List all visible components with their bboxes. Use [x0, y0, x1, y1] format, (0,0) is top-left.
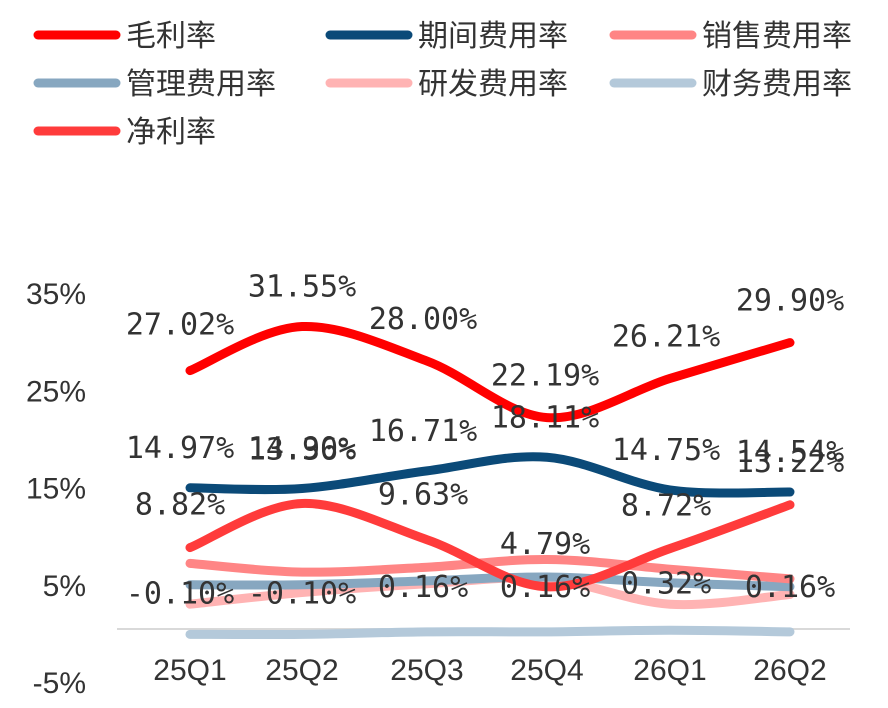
x-tick-label: 25Q2	[265, 654, 338, 687]
legend-label: 研发费用率	[418, 67, 568, 102]
y-tick-label: 15%	[26, 473, 86, 506]
x-tick-label: 26Q1	[633, 654, 706, 687]
data-label: 14.75%	[612, 433, 720, 468]
data-label: 22.19%	[491, 359, 599, 394]
series-line	[185, 452, 795, 498]
y-tick-label: -5%	[33, 667, 86, 700]
data-label: 0.16%	[745, 570, 835, 605]
data-label: 14.54%	[736, 435, 844, 470]
data-label: 29.90%	[736, 284, 844, 319]
data-label: 18.11%	[491, 400, 599, 435]
series-lines	[185, 322, 795, 640]
legend-label: 财务费用率	[702, 67, 852, 102]
data-label: 13.36%	[248, 432, 356, 467]
data-label: 0.32%	[621, 566, 711, 601]
data-label: 26.21%	[612, 319, 720, 354]
data-label: 8.82%	[135, 488, 225, 523]
y-tick-label: 35%	[26, 278, 86, 311]
series-line	[185, 498, 795, 592]
series-line	[185, 572, 795, 592]
x-tick-label: 25Q3	[390, 654, 463, 687]
series-line	[185, 322, 795, 423]
data-label: 4.79%	[500, 527, 590, 562]
y-tick-label: 5%	[43, 570, 86, 603]
data-label: 31.55%	[248, 270, 356, 305]
data-label: 0.16%	[500, 570, 590, 605]
data-label: 0.16%	[378, 570, 468, 605]
x-tick-label: 26Q2	[753, 654, 826, 687]
series-line	[185, 554, 795, 584]
y-axis: 35% 25% 15% 5% -5%	[26, 278, 86, 700]
legend-label: 净利率	[126, 115, 216, 150]
series-line	[185, 625, 795, 640]
data-label: 16.71%	[369, 414, 477, 449]
x-axis: 25Q1 25Q2 25Q3 25Q4 26Q1 26Q2	[153, 654, 826, 687]
data-label: 13.22%	[736, 445, 844, 480]
data-label: 9.63%	[378, 478, 468, 513]
legend-label: 销售费用率	[702, 19, 852, 54]
legend-label: 毛利率	[126, 19, 216, 54]
data-label: -0.10%	[248, 576, 356, 611]
data-label: 14.97%	[126, 431, 234, 466]
x-tick-label: 25Q4	[510, 654, 583, 687]
data-label: 27.02%	[126, 308, 234, 343]
x-tick-label: 25Q1	[153, 654, 226, 687]
legend-label: 期间费用率	[418, 19, 568, 54]
data-label: -0.10%	[126, 576, 234, 611]
data-labels: 27.02% 31.55% 28.00% 22.19% 26.21% 29.90% 14.9…	[126, 270, 844, 612]
data-label: 8.72%	[621, 489, 711, 524]
y-tick-label: 25%	[26, 375, 86, 408]
legend-label: 管理费用率	[126, 67, 276, 102]
data-label: 28.00%	[369, 302, 477, 337]
data-label: 14.90%	[248, 431, 356, 466]
